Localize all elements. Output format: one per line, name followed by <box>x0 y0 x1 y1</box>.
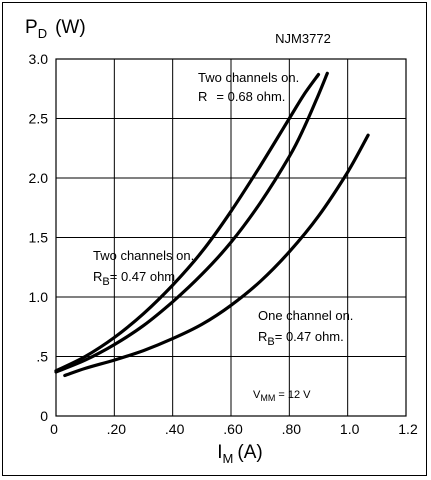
curve-one-channel-047 <box>63 133 370 378</box>
chart-frame <box>2 2 427 476</box>
y-tick-label: 0 <box>40 408 48 424</box>
x-tick-label: .20 <box>107 421 127 437</box>
annotation-two-channels-047: Two channels on. RB= 0.47 ohm. <box>93 248 194 288</box>
chart-title: NJM3772 <box>275 31 331 46</box>
y-tick-label: 2.0 <box>29 170 49 186</box>
y-tick-label: 1.0 <box>29 289 49 305</box>
y-tick-label: 2.5 <box>29 111 49 127</box>
x-tick-label: 1.0 <box>340 421 360 437</box>
curve-two-channels-068 <box>54 72 321 373</box>
svg-text:Two channels on.: Two channels on. <box>198 70 299 85</box>
y-tick-label: 3.0 <box>29 51 49 67</box>
y-axis-label: PD (W) <box>25 17 86 41</box>
svg-text:R= 0.68 ohm.: R = 0.68 ohm. <box>198 89 285 104</box>
x-tick-label: 1.2 <box>398 421 418 437</box>
grid <box>55 58 407 417</box>
y-tick-label: 1.5 <box>29 230 49 246</box>
curve-two-channels-047 <box>54 71 329 374</box>
x-tick-label: 0 <box>50 421 58 437</box>
x-axis-label: IM (A) <box>217 442 262 466</box>
annotation-one-channel-047: One channel on. RB= 0.47 ohm. <box>258 308 353 348</box>
vmm-annotation: VMM = 12 V <box>253 389 311 403</box>
svg-text:One channel on.: One channel on. <box>258 308 353 323</box>
svg-text:RB= 0.47 ohm.: RB= 0.47 ohm. <box>258 329 344 348</box>
x-tick-label: .40 <box>165 421 185 437</box>
x-tick-label: .60 <box>223 421 243 437</box>
annotation-two-channels-068: Two channels on. R = 0.68 ohm. <box>198 70 299 104</box>
curves <box>54 71 370 378</box>
x-tick-label: .80 <box>282 421 302 437</box>
svg-text:Two channels on.: Two channels on. <box>93 248 194 263</box>
svg-text:RB= 0.47 ohm.: RB= 0.47 ohm. <box>93 269 179 288</box>
y-tick-label: .5 <box>36 349 48 365</box>
tick-labels: 0 .20 .40 .60 .80 1.0 1.2 0 .5 1.0 1.5 2.0 2.5 3.0 <box>29 51 418 437</box>
